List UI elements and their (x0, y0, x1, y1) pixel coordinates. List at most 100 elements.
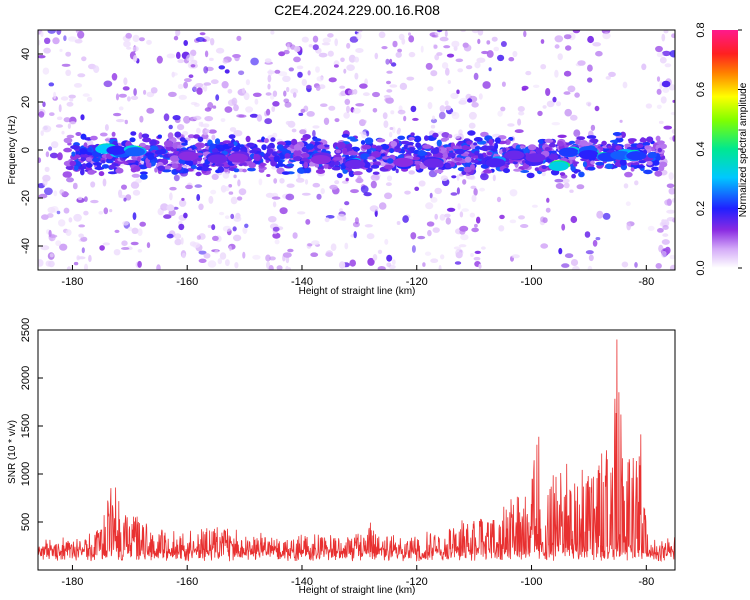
spectrogram-cell (540, 243, 549, 249)
spectrogram-cell (305, 219, 311, 225)
spectrogram-cell (287, 120, 296, 128)
spectrogram-cell (563, 70, 572, 77)
spectrogram-band-cell (233, 168, 240, 173)
spectrogram-band-cell (440, 137, 448, 142)
spectrogram-cell (408, 32, 411, 36)
spectrogram-cell (154, 167, 158, 173)
spectrogram-cell (383, 94, 391, 99)
spectrogram-cell (517, 106, 525, 112)
spectrogram-band-cell (79, 148, 88, 155)
spectrogram-band-cell (452, 145, 460, 150)
spectrogram-cell (279, 207, 288, 215)
spectrogram-cell (434, 54, 440, 61)
spectrogram-cell (669, 50, 675, 58)
spectrogram-cell (122, 86, 130, 91)
spectrogram-cell (135, 178, 142, 184)
spectrogram-cell (664, 63, 672, 68)
spectrogram-cell (208, 129, 217, 134)
spectrogram-band-cell (317, 144, 325, 149)
spectrogram-cell (520, 224, 529, 228)
spectrogram-cell (67, 123, 71, 129)
spectrogram-cell (132, 34, 140, 43)
spectrogram-band-cell (559, 172, 566, 176)
spectrogram-band-cell (222, 140, 232, 144)
spectrogram-cell (447, 80, 451, 84)
spectrogram-cell (422, 262, 426, 267)
spectrogram-cell (66, 177, 74, 183)
spectrogram-cell (232, 226, 237, 232)
spectrogram-cell (198, 258, 207, 263)
spectrogram-band-cell (408, 136, 415, 141)
spectrogram-cell (312, 35, 319, 43)
y-tick-label: 0 (20, 147, 32, 153)
spectrogram-cell (38, 157, 42, 163)
spectrogram-cell (465, 65, 473, 70)
spectrogram-y-ticks: -40 -20 0 20 40 (20, 48, 43, 254)
spectrogram-cell (360, 185, 369, 194)
spectrogram-cell (587, 77, 593, 83)
spectrogram-cell (325, 252, 333, 257)
spectrogram-cell (669, 254, 675, 260)
spectrogram-cell (78, 233, 84, 238)
spectrogram-band-cell (619, 159, 627, 166)
spectrogram-band-cell (281, 171, 290, 175)
spectrogram-band-cell (77, 166, 87, 170)
spectrogram-band-cell (390, 140, 398, 147)
spectrogram-cell (468, 111, 477, 120)
spectrogram-cell (86, 96, 93, 102)
spectrogram-cell (471, 194, 477, 203)
spectrogram-cell (177, 83, 184, 90)
spectrogram-cell (390, 110, 395, 115)
spectrogram-cell (183, 115, 191, 124)
spectrogram-band-cell (335, 149, 342, 154)
spectrogram-cell (570, 215, 578, 224)
spectrogram-cell (454, 261, 462, 265)
spectrogram-cell (354, 217, 359, 225)
spectrogram-band-cell (654, 170, 663, 177)
spectrogram-cell (38, 39, 41, 46)
spectrogram-band-cell (605, 163, 613, 170)
spectrogram-cell (202, 123, 210, 128)
spectrogram-cell (287, 248, 294, 253)
spectrogram-cell (77, 30, 85, 39)
spectrogram-band-cell (582, 161, 588, 168)
spectrogram-cell (386, 175, 393, 182)
spectrogram-band-cell (125, 159, 136, 164)
spectrogram-cell (131, 227, 139, 234)
spectrogram-cell (460, 30, 466, 33)
spectrogram-hotspot (393, 157, 414, 167)
spectrogram-cell (56, 116, 63, 121)
spectrogram-cell (459, 97, 468, 103)
spectrogram-cell (242, 251, 246, 259)
spectrogram-cell (168, 124, 173, 130)
spectrogram-cell (230, 196, 238, 205)
spectrogram-cell (656, 76, 661, 82)
spectrogram-cell (499, 214, 505, 220)
spectrogram-cell (565, 45, 572, 51)
spectrogram-band-cell (300, 137, 308, 141)
spectrogram-cell (177, 59, 185, 64)
spectrogram-cell (338, 261, 346, 269)
spectrogram-hotspot (423, 158, 444, 168)
spectrogram-cell (414, 186, 420, 191)
spectrogram-cell (183, 81, 189, 89)
spectrogram-band-cell (303, 161, 309, 169)
spectrogram-cell (479, 187, 485, 192)
spectrogram-cell (671, 128, 675, 134)
spectrogram-band-cell (159, 149, 167, 154)
spectrogram-cell (42, 174, 51, 182)
spectrogram-cell (655, 263, 662, 269)
spectrogram-cell (403, 115, 407, 122)
spectrogram-cell (301, 192, 311, 196)
spectrogram-cell (471, 227, 479, 233)
spectrogram-cell (561, 263, 570, 268)
spectrogram-cell (172, 115, 181, 121)
spectrogram-cell (668, 84, 675, 91)
spectrogram-cell (322, 37, 331, 44)
spectrogram-band-cell (657, 147, 662, 153)
spectrogram-cell (362, 119, 367, 124)
spectrogram-band-cell (74, 154, 81, 159)
spectrogram-band-cell (371, 144, 377, 149)
spectrogram-cell (436, 30, 443, 33)
spectrogram-cell (184, 78, 192, 83)
